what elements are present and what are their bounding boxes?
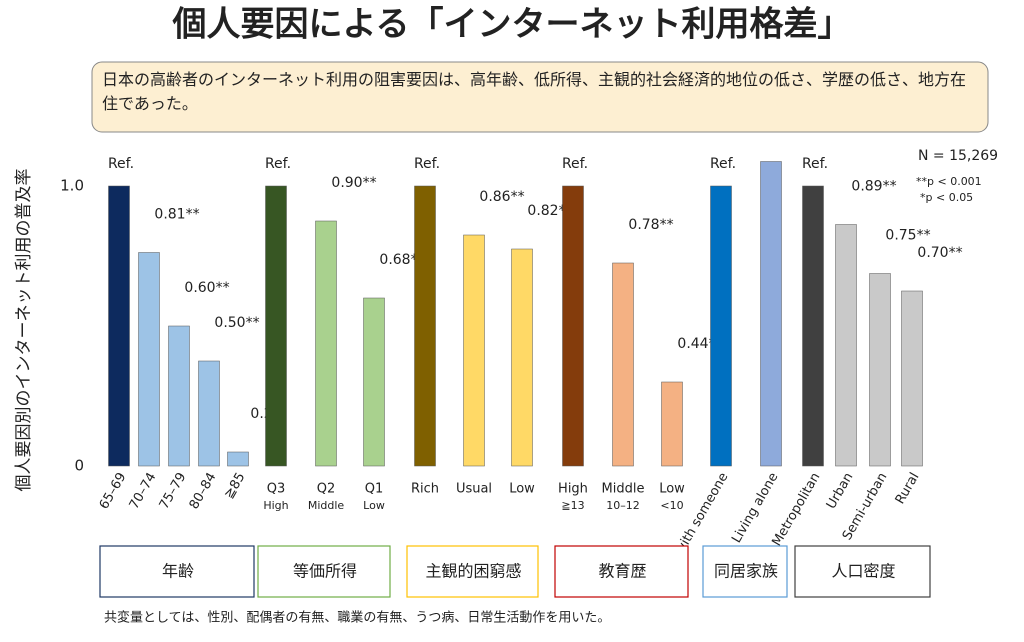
value-label: 0.82** <box>527 203 572 219</box>
bar <box>414 185 436 467</box>
group-label: 年齢 <box>162 562 194 581</box>
x-tick-sublabel: Middle <box>308 499 345 512</box>
group-label: 人口密度 <box>831 562 895 581</box>
bar <box>108 185 130 467</box>
x-tick-label: Urban <box>824 470 857 512</box>
group-box <box>99 545 255 598</box>
summary-holder: 日本の高齢者のインターネット利用の阻害要因は、高年齢、低所得、主観的社会経済的地… <box>102 70 967 113</box>
x-tick-label: 80–84 <box>187 470 220 512</box>
value-label: 0.68** <box>379 252 424 268</box>
x-tick-label: Q2 <box>317 482 336 497</box>
y-tick-label: 0 <box>74 457 84 475</box>
bar <box>138 252 160 467</box>
y-axis-label: 個人要因別のインターネット利用の普及率 <box>14 169 34 492</box>
x-tick-label: Middle <box>602 482 645 497</box>
value-label: 0.86** <box>479 189 524 205</box>
value-label: Ref. <box>265 156 291 172</box>
x-tick-label: Q3 <box>267 482 286 497</box>
x-tick-label: High <box>558 482 588 497</box>
x-tick-sublabel: ≧13 <box>561 499 584 512</box>
bar <box>363 297 385 467</box>
bar <box>835 224 857 467</box>
x-tick-label: Rich <box>411 482 439 497</box>
footnote: 共変量としては、性別、配偶者の有無、職業の有無、うつ病、日常生活動作を用いた。 <box>104 610 610 626</box>
group-label: 教育歴 <box>598 562 646 581</box>
bar <box>463 234 485 467</box>
value-label: Ref. <box>108 156 134 172</box>
value-label: 0.78** <box>628 217 673 233</box>
x-tick-sublabel: <10 <box>660 499 683 512</box>
note: **p < 0.001 <box>916 175 982 188</box>
x-tick-label: Low <box>659 482 685 497</box>
x-tick-sublabel: High <box>263 499 288 512</box>
bar <box>562 185 584 467</box>
group-box <box>702 545 788 598</box>
x-tick-label: 75–79 <box>157 470 190 512</box>
group-label: 主観的困窮感 <box>425 562 521 581</box>
bar <box>661 381 683 467</box>
bar <box>198 360 220 467</box>
value-label: Ref. <box>710 156 736 172</box>
y-tick-label: 1.0 <box>60 177 84 195</box>
value-label: 0.60** <box>184 280 229 296</box>
value-label: 0.50** <box>214 315 259 331</box>
chart-title: 個人要因による「インターネット利用格差」 <box>172 5 852 45</box>
value-label: 0.90** <box>331 175 376 191</box>
x-tick-sublabel: 10–12 <box>606 499 640 512</box>
value-label: Ref. <box>414 156 440 172</box>
group-box <box>554 545 689 598</box>
bar <box>168 325 190 467</box>
group-box <box>794 545 931 598</box>
group-box <box>406 545 539 598</box>
bar <box>802 185 824 467</box>
bar <box>315 220 337 467</box>
value-label: 0.81** <box>154 207 199 223</box>
value-label: Ref. <box>802 156 828 172</box>
value-label: Ref. <box>562 156 588 172</box>
group-box <box>257 545 391 598</box>
x-tick-sublabel: Low <box>363 499 385 512</box>
summary-box <box>91 61 989 133</box>
bar <box>869 273 891 467</box>
x-tick-label: 65–69 <box>97 470 130 512</box>
value-label: 0.89** <box>851 179 896 195</box>
group-label: 同居家族 <box>714 562 778 581</box>
bar <box>901 290 923 467</box>
note: *p < 0.05 <box>920 191 973 204</box>
bar <box>612 262 634 467</box>
x-tick-label: Low <box>509 482 535 497</box>
bar <box>760 161 782 467</box>
x-tick-label: 70–74 <box>127 470 160 512</box>
x-tick-label: Q1 <box>365 482 384 497</box>
bar <box>265 185 287 467</box>
group-label: 等価所得 <box>293 562 357 581</box>
bar <box>511 248 533 467</box>
bar <box>227 451 249 467</box>
x-tick-label: Rural <box>893 470 923 507</box>
value-label: 0.70** <box>917 245 962 261</box>
value-label: 0.75** <box>885 228 930 244</box>
note: N = 15,269 <box>918 148 998 164</box>
x-tick-label: ≧85 <box>222 470 249 501</box>
x-tick-label: Usual <box>456 482 492 497</box>
bar <box>710 185 732 467</box>
summary: 日本の高齢者のインターネット利用の阻害要因は、高年齢、低所得、主観的社会経済的地… <box>102 70 967 113</box>
